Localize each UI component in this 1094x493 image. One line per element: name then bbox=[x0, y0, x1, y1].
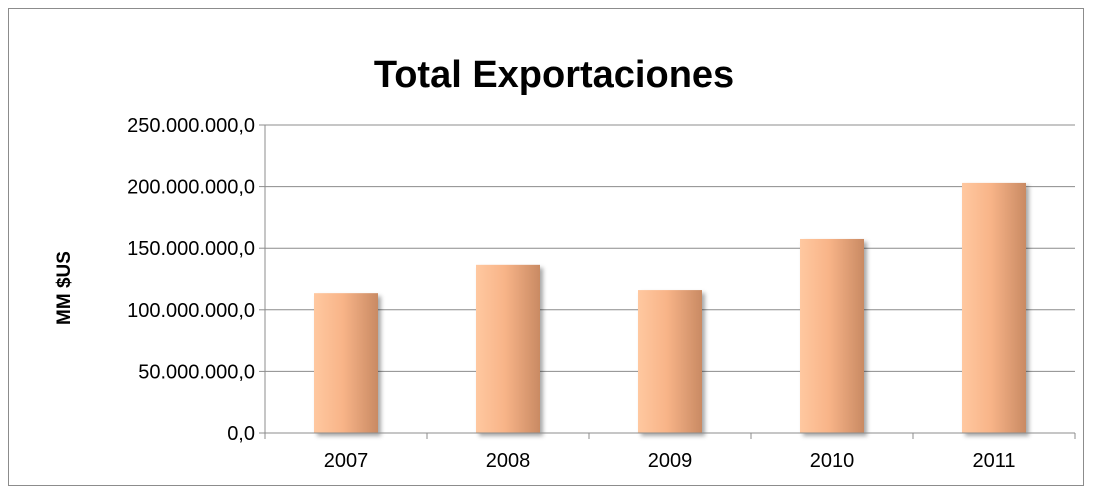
x-tick-label: 2009 bbox=[648, 450, 693, 472]
x-tick-label: 2007 bbox=[324, 450, 369, 472]
bar-2011 bbox=[962, 182, 1026, 433]
y-tick-label: 0,0 bbox=[227, 423, 255, 445]
x-tick-label: 2010 bbox=[810, 450, 855, 472]
y-tick-label: 200.000.000,0 bbox=[127, 177, 255, 199]
bar-2007 bbox=[314, 293, 378, 433]
y-tick-label: 150.000.000,0 bbox=[127, 238, 255, 260]
bar-2009 bbox=[638, 290, 702, 433]
y-tick-labels: 0,0 50.000.000,0 100.000.000,0 150.000.000,… bbox=[127, 115, 265, 445]
x-tick-label: 2011 bbox=[972, 450, 1015, 472]
chart-title: Total Exportaciones bbox=[374, 54, 734, 96]
bar-2008 bbox=[476, 264, 540, 433]
y-tick-label: 100.000.000,0 bbox=[127, 300, 255, 322]
y-tick-label: 250.000.000,0 bbox=[127, 115, 255, 137]
y-axis-label: MM $US bbox=[54, 251, 75, 325]
axes bbox=[264, 125, 1076, 439]
bar-2010 bbox=[800, 238, 864, 433]
y-tick-label: 50.000.000,0 bbox=[138, 361, 255, 383]
gridlines bbox=[265, 124, 1075, 372]
x-tick-labels: 2007 2008 2009 2010 2011 bbox=[324, 450, 1016, 472]
bar-chart: Total Exportaciones MM $US 0,0 50.000.000… bbox=[54, 54, 1076, 472]
x-tick-label: 2008 bbox=[486, 450, 531, 472]
bars bbox=[314, 182, 1026, 433]
chart-frame: Total Exportaciones MM $US 0,0 50.000.000… bbox=[8, 8, 1084, 486]
